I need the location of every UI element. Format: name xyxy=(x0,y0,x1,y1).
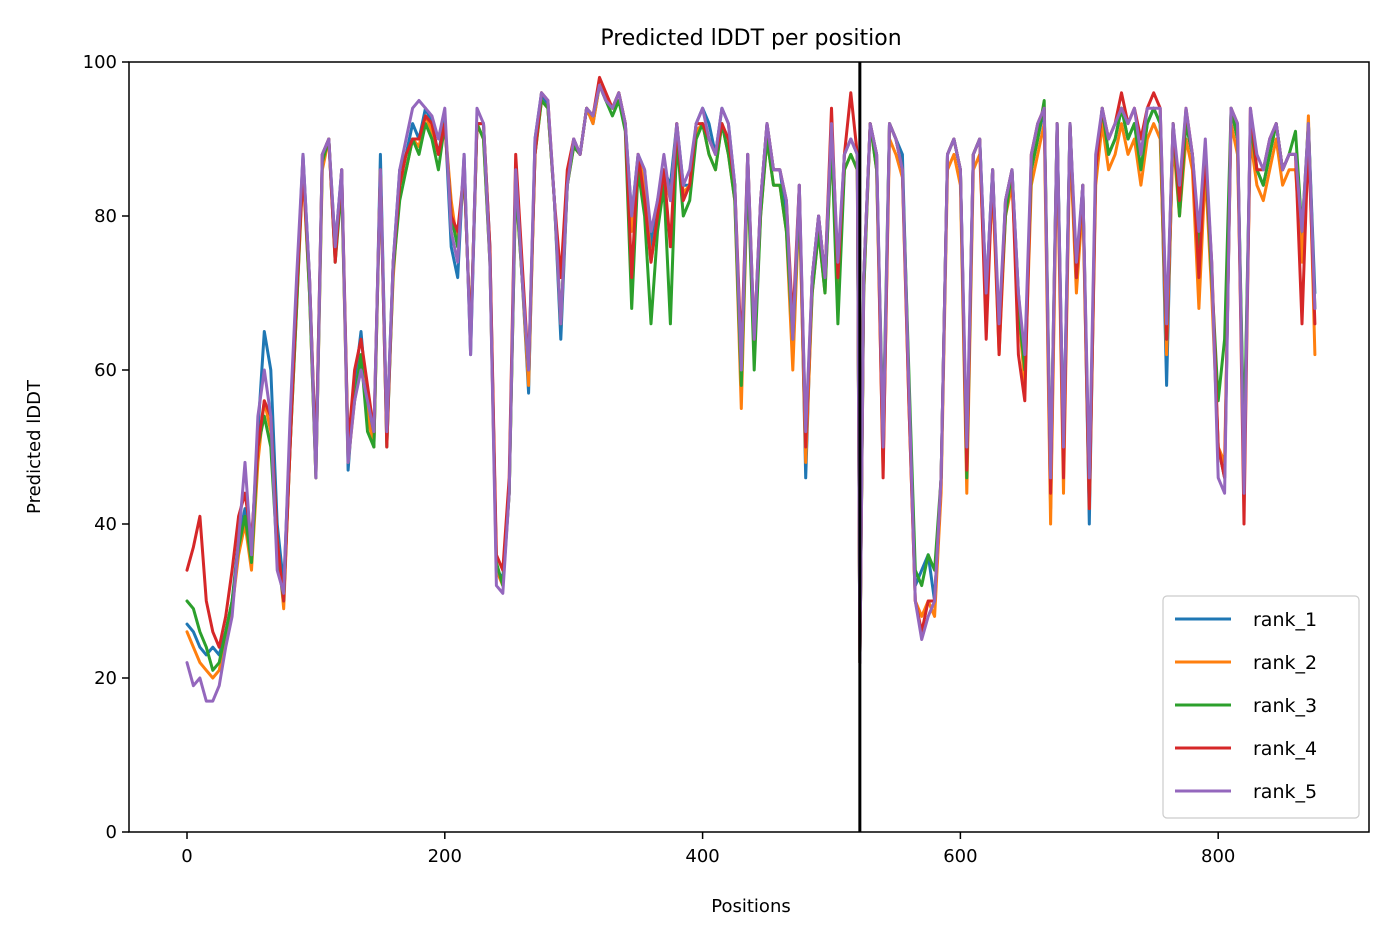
series-layer xyxy=(185,75,1317,703)
legend: rank_1 rank_2 rank_3 rank_4 rank_5 xyxy=(1162,595,1360,819)
y-tick-label: 60 xyxy=(94,360,117,381)
x-tick-label: 400 xyxy=(685,846,719,867)
series-line-rank_1 xyxy=(185,83,1317,665)
y-axis-ticks: 0 20 40 60 80 100 xyxy=(83,52,129,843)
legend-label-rank_4: rank_4 xyxy=(1253,738,1317,760)
x-axis-label: Positions xyxy=(711,896,790,917)
legend-label-rank_1: rank_1 xyxy=(1253,609,1317,631)
y-tick-label: 40 xyxy=(94,514,117,535)
x-tick-label: 200 xyxy=(428,846,462,867)
x-tick-label: 800 xyxy=(1201,846,1235,867)
y-tick-label: 20 xyxy=(94,668,117,689)
legend-box xyxy=(1162,595,1360,819)
x-tick-label: 600 xyxy=(943,846,977,867)
series-line-rank_5 xyxy=(185,83,1317,703)
legend-label-rank_2: rank_2 xyxy=(1253,652,1317,674)
x-axis-ticks: 0 200 400 600 800 xyxy=(181,832,1235,867)
y-tick-label: 80 xyxy=(94,206,117,227)
y-tick-label: 0 xyxy=(106,822,117,843)
y-axis-label: Predicted lDDT xyxy=(24,379,45,514)
legend-label-rank_3: rank_3 xyxy=(1253,695,1317,717)
y-tick-label: 100 xyxy=(83,52,117,73)
x-tick-label: 0 xyxy=(181,846,192,867)
legend-label-rank_5: rank_5 xyxy=(1253,781,1317,803)
plot-frame xyxy=(128,61,1370,833)
chart-title: Predicted lDDT per position xyxy=(600,26,901,51)
